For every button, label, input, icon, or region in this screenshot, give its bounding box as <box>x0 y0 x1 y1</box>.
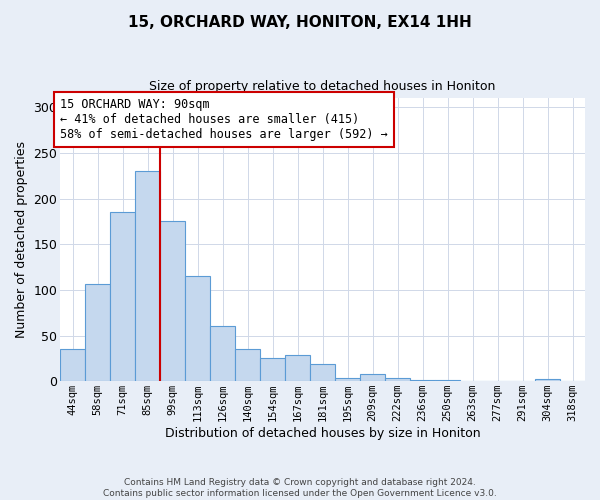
Y-axis label: Number of detached properties: Number of detached properties <box>15 141 28 338</box>
Bar <box>410 380 435 381</box>
Bar <box>110 212 135 381</box>
Title: Size of property relative to detached houses in Honiton: Size of property relative to detached ho… <box>149 80 496 93</box>
Bar <box>160 220 185 381</box>
Text: 15 ORCHARD WAY: 90sqm
← 41% of detached houses are smaller (415)
58% of semi-det: 15 ORCHARD WAY: 90sqm ← 41% of detached … <box>60 98 388 142</box>
Text: 15, ORCHARD WAY, HONITON, EX14 1HH: 15, ORCHARD WAY, HONITON, EX14 1HH <box>128 15 472 30</box>
Bar <box>335 378 360 381</box>
X-axis label: Distribution of detached houses by size in Honiton: Distribution of detached houses by size … <box>165 427 481 440</box>
Bar <box>310 364 335 381</box>
Bar <box>210 326 235 381</box>
Bar <box>535 380 560 381</box>
Bar <box>385 378 410 381</box>
Bar <box>285 354 310 381</box>
Bar <box>260 358 285 381</box>
Bar <box>135 172 160 381</box>
Text: Contains HM Land Registry data © Crown copyright and database right 2024.
Contai: Contains HM Land Registry data © Crown c… <box>103 478 497 498</box>
Bar <box>85 284 110 381</box>
Bar <box>360 374 385 381</box>
Bar <box>60 349 85 381</box>
Bar <box>235 349 260 381</box>
Bar <box>185 276 210 381</box>
Bar <box>435 380 460 381</box>
